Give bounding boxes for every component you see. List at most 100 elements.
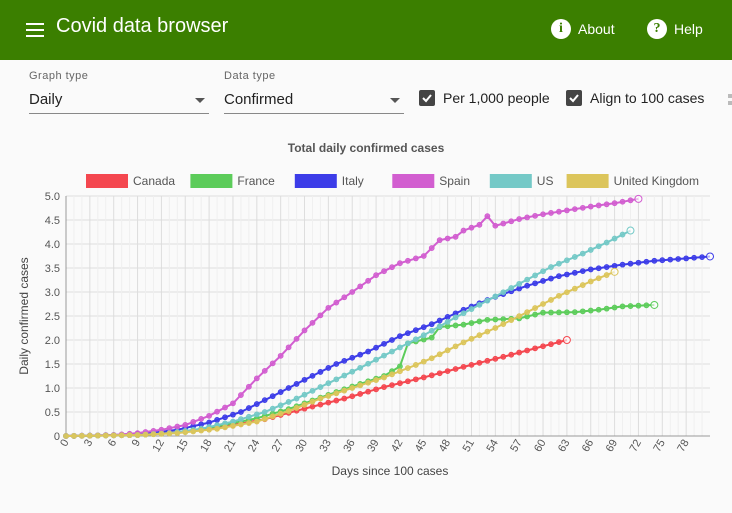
data-point bbox=[683, 255, 690, 262]
data-point bbox=[444, 235, 451, 242]
data-point bbox=[500, 289, 507, 296]
legend-label: US bbox=[537, 174, 554, 188]
data-point bbox=[571, 285, 578, 292]
data-point bbox=[301, 327, 308, 334]
data-point bbox=[634, 194, 643, 203]
data-point bbox=[508, 317, 515, 323]
graph-type-field: Graph type bbox=[29, 70, 209, 82]
legend-swatch bbox=[566, 174, 609, 188]
data-point bbox=[79, 432, 85, 439]
data-point bbox=[269, 413, 276, 420]
data-point bbox=[563, 309, 570, 316]
series-line bbox=[65, 229, 631, 437]
data-type-value: Confirmed bbox=[224, 91, 294, 108]
data-point bbox=[381, 374, 387, 381]
data-point bbox=[587, 247, 594, 253]
help-button[interactable]: ? Help bbox=[647, 16, 703, 42]
menu-icon[interactable] bbox=[22, 18, 48, 42]
data-point bbox=[245, 405, 252, 411]
graph-type-label: Graph type bbox=[29, 70, 89, 82]
data-point bbox=[301, 401, 308, 408]
data-point bbox=[524, 309, 531, 316]
y-tick-label: 1.0 bbox=[45, 383, 60, 395]
checkmark-icon bbox=[566, 90, 582, 106]
line-chart: Total daily confirmed cases Canada France… bbox=[17, 141, 714, 478]
data-point bbox=[293, 381, 300, 387]
data-point bbox=[182, 422, 189, 428]
data-point bbox=[428, 372, 435, 379]
data-point bbox=[706, 252, 714, 261]
help-label: Help bbox=[674, 21, 703, 37]
data-point bbox=[238, 416, 244, 423]
drag-handle-icon[interactable] bbox=[726, 92, 732, 108]
data-point bbox=[484, 357, 491, 364]
data-point bbox=[325, 380, 332, 387]
data-type-select[interactable]: Confirmed bbox=[224, 88, 404, 114]
data-type-field: Data type bbox=[224, 70, 404, 82]
data-point bbox=[540, 278, 546, 284]
data-point bbox=[540, 301, 546, 307]
legend-label: Italy bbox=[342, 174, 364, 188]
data-point bbox=[126, 432, 133, 439]
data-point bbox=[253, 411, 260, 418]
data-point bbox=[397, 363, 403, 370]
data-point bbox=[452, 233, 459, 240]
data-point bbox=[516, 280, 523, 287]
data-point bbox=[293, 395, 300, 402]
legend-label: Canada bbox=[133, 174, 175, 188]
data-point bbox=[381, 268, 387, 275]
graph-type-select[interactable]: Daily bbox=[29, 88, 209, 114]
data-point bbox=[611, 304, 618, 311]
data-point bbox=[349, 393, 356, 400]
x-tick-label: 42 bbox=[389, 438, 406, 455]
data-point bbox=[118, 432, 125, 439]
data-point bbox=[317, 384, 324, 390]
data-point bbox=[253, 375, 260, 382]
data-point bbox=[460, 339, 467, 346]
data-point bbox=[420, 332, 427, 339]
x-tick-label: 0 bbox=[58, 438, 71, 449]
data-point bbox=[650, 300, 659, 309]
data-point bbox=[428, 334, 435, 341]
data-point bbox=[269, 360, 276, 367]
per-1000-checkbox[interactable]: Per 1,000 people bbox=[419, 90, 550, 106]
align-100-checkbox[interactable]: Align to 100 cases bbox=[566, 90, 704, 106]
data-point bbox=[444, 314, 451, 320]
data-point bbox=[190, 419, 197, 425]
align-100-label: Align to 100 cases bbox=[590, 90, 705, 106]
data-point bbox=[595, 243, 602, 250]
data-point bbox=[166, 425, 173, 432]
data-point bbox=[508, 351, 515, 358]
data-point bbox=[420, 253, 427, 259]
x-tick-label: 27 bbox=[270, 438, 287, 455]
data-point bbox=[389, 382, 395, 389]
data-point bbox=[261, 397, 268, 404]
data-point bbox=[500, 220, 507, 227]
data-point bbox=[524, 214, 531, 221]
data-point bbox=[333, 376, 340, 383]
data-point bbox=[285, 344, 292, 351]
data-point bbox=[349, 368, 356, 375]
data-point bbox=[245, 413, 252, 420]
data-point bbox=[301, 376, 308, 383]
data-point bbox=[492, 355, 499, 362]
data-point bbox=[198, 415, 205, 422]
data-point bbox=[548, 210, 554, 216]
x-tick-label: 30 bbox=[294, 438, 311, 455]
data-point bbox=[603, 272, 610, 278]
data-point bbox=[238, 409, 244, 415]
data-point bbox=[579, 268, 586, 275]
data-point bbox=[627, 260, 634, 267]
data-point bbox=[245, 420, 252, 426]
about-button[interactable]: i About bbox=[551, 16, 615, 42]
data-point bbox=[468, 361, 475, 368]
data-point bbox=[325, 399, 332, 406]
data-point bbox=[540, 309, 546, 316]
data-point bbox=[428, 327, 435, 334]
data-point bbox=[548, 297, 554, 303]
data-point bbox=[476, 301, 483, 308]
data-point bbox=[563, 289, 570, 296]
data-point bbox=[516, 285, 523, 292]
x-tick-label: 33 bbox=[317, 438, 334, 455]
chart-legend: Canada France Italy Spain US United Kingdom bbox=[86, 174, 699, 188]
